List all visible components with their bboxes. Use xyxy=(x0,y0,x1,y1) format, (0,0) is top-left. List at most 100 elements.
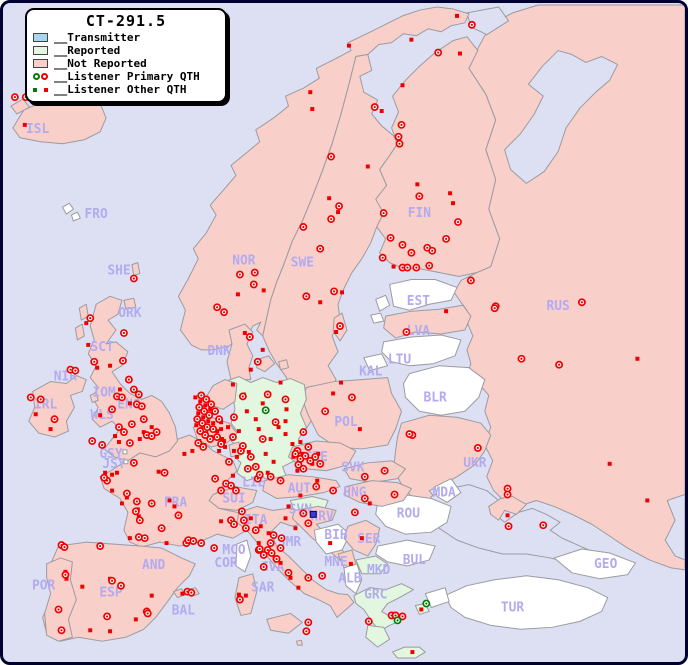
listener-primary-marker-dot xyxy=(105,615,109,618)
listener-primary-marker-dot xyxy=(160,527,163,530)
dnk-island-1 xyxy=(256,355,276,373)
listener-other-marker xyxy=(359,536,364,541)
listener-primary-marker-dot xyxy=(428,264,431,267)
listener-other-marker xyxy=(222,439,227,443)
listener-other-marker xyxy=(260,401,265,406)
listener-primary-marker-dot xyxy=(415,266,418,269)
listener-other-marker xyxy=(167,498,172,503)
listener-primary-marker-dot xyxy=(302,467,305,470)
listener-other-marker xyxy=(48,427,53,432)
country-label-pol: POL xyxy=(334,415,358,430)
grc-peloponnese xyxy=(365,624,391,648)
listener-primary-marker-dot xyxy=(212,428,215,431)
country-label-por: POR xyxy=(32,579,56,594)
listener-primary-marker-dot xyxy=(302,431,305,434)
listener-primary-marker-dot xyxy=(410,251,413,254)
country-hng xyxy=(343,480,412,507)
listener-primary-marker-dot xyxy=(53,418,56,421)
listener-primary-marker-dot xyxy=(142,418,145,421)
listener-other-marker xyxy=(415,182,420,187)
country-label-cor: COR xyxy=(214,556,238,571)
listener-primary-marker-dot xyxy=(130,423,133,426)
listener-primary-marker-dot xyxy=(213,546,216,550)
listener-primary-marker-dot xyxy=(580,301,583,304)
listener-primary-marker-dot xyxy=(121,359,125,362)
listener-other-marker xyxy=(22,122,27,127)
listener-primary-marker-dot xyxy=(192,540,195,543)
listener-other-marker xyxy=(419,607,424,612)
listener-primary-marker-dot xyxy=(405,330,408,334)
island-crete xyxy=(392,646,426,659)
listener-primary-marker-dot xyxy=(254,529,257,532)
country-label-hng: HNG xyxy=(343,486,367,501)
listener-other-marker xyxy=(33,412,38,417)
listener-other-icons xyxy=(33,87,48,92)
listener-other-marker xyxy=(244,409,249,414)
listener-primary-marker-dot xyxy=(418,195,421,198)
country-geo xyxy=(553,548,636,580)
listener-primary-marker-dot xyxy=(363,497,366,500)
listener-primary-marker-dot xyxy=(198,406,201,409)
listener-primary-marker-dot xyxy=(150,434,153,438)
listener-other-marker xyxy=(331,391,336,396)
listener-other-marker xyxy=(327,196,332,201)
country-blr xyxy=(402,365,486,416)
listener-primary-marker-dot xyxy=(393,493,396,496)
listener-primary-marker-dot xyxy=(269,541,272,545)
listener-primary-marker-dot xyxy=(200,541,203,545)
island-sicily xyxy=(266,612,303,634)
listener-primary-marker-dot xyxy=(254,465,257,468)
country-label-ukr: UKR xyxy=(463,456,487,471)
legend: CT-291.5 __Transmitter __Reported __Not … xyxy=(25,8,227,103)
listener-primary-marker-dot xyxy=(134,510,137,513)
listener-primary-marker-dot xyxy=(209,437,212,441)
listener-other-marker xyxy=(444,309,449,314)
listener-other-marker xyxy=(136,514,141,519)
listener-other-marker xyxy=(318,300,323,305)
listener-primary-marker-dot xyxy=(302,225,305,229)
listener-other-marker xyxy=(86,342,91,347)
listener-other-marker xyxy=(234,454,239,459)
listener-other-marker xyxy=(455,13,459,18)
listener-primary-marker-dot xyxy=(266,548,269,552)
listener-primary-marker-dot xyxy=(307,621,310,624)
listener-primary-marker-dot xyxy=(150,502,153,505)
listener-primary-marker-dot xyxy=(445,237,448,240)
listener-other-marker xyxy=(103,470,108,475)
country-label-fin: FIN xyxy=(408,206,431,221)
country-label-sar: SAR xyxy=(251,581,275,596)
transmitter-marker xyxy=(309,510,317,518)
country-label-bih: BIH xyxy=(324,528,347,543)
listener-other-marker xyxy=(336,210,341,215)
red-ring-icon xyxy=(41,73,48,80)
listener-other-marker xyxy=(242,331,247,335)
listener-primary-marker-dot xyxy=(389,236,392,239)
listener-primary-marker-dot xyxy=(137,536,140,539)
listener-primary-marker-dot xyxy=(476,446,479,450)
country-label-alb: ALB xyxy=(338,572,362,587)
listener-primary-marker-dot xyxy=(287,571,290,574)
listener-other-marker xyxy=(246,449,251,454)
listener-other-marker xyxy=(266,531,271,536)
listener-primary-marker-dot xyxy=(110,408,114,411)
listener-primary-marker-dot xyxy=(132,388,135,391)
listener-other-marker xyxy=(219,427,224,432)
listener-other-marker xyxy=(316,451,321,456)
listener-other-marker xyxy=(110,472,115,477)
listener-primary-marker-dot xyxy=(367,620,370,623)
listener-other-marker xyxy=(256,427,261,432)
listener-primary-green-marker-dot xyxy=(396,619,399,622)
listener-primary-marker-dot xyxy=(507,525,510,528)
est-island-1 xyxy=(375,294,391,312)
reported-label: __Reported xyxy=(54,44,121,57)
listener-primary-marker-dot xyxy=(199,430,202,433)
listener-primary-marker-dot xyxy=(261,437,264,441)
listener-other-marker xyxy=(223,444,228,449)
listener-primary-marker-dot xyxy=(231,435,235,439)
listener-primary-marker-dot xyxy=(13,96,16,99)
guernsey xyxy=(122,449,128,455)
listener-other-marker xyxy=(108,363,113,368)
caspian-sea xyxy=(664,494,685,561)
listener-primary-marker-dot xyxy=(63,545,66,549)
listener-primary-marker-dot xyxy=(248,335,251,339)
